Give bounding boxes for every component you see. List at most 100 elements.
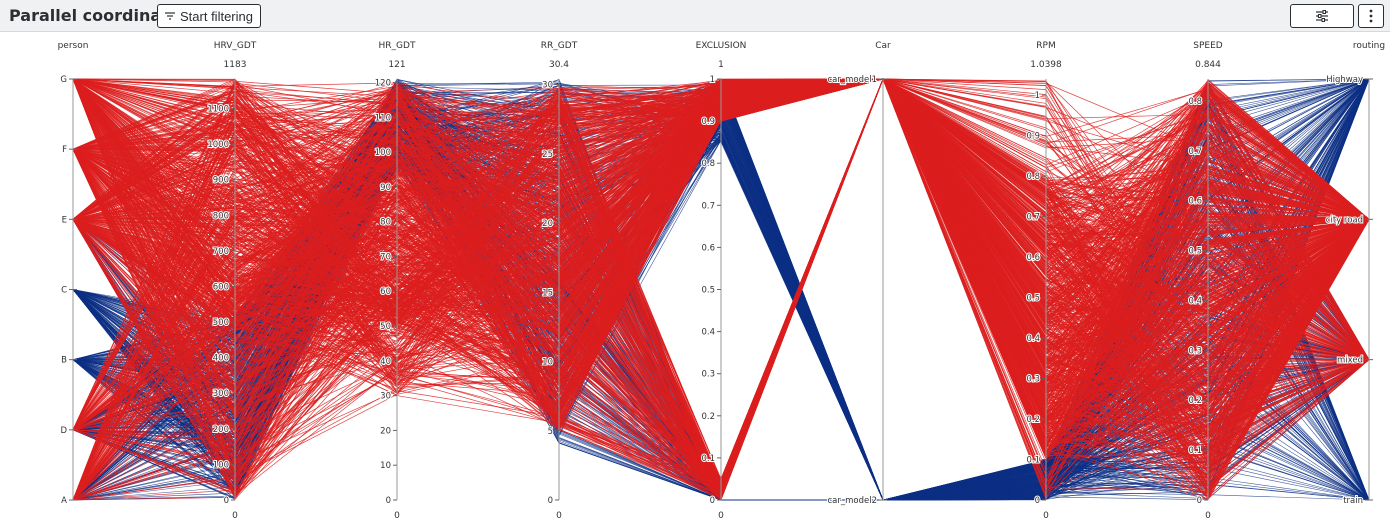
category-label: D [60,426,67,436]
tick-label: 0 [386,496,391,506]
tick-label: 1100 [207,105,229,115]
tick-label: 900 [213,176,229,186]
axis-hr-gdt[interactable]: HR_GDT 121 00 10 20 30 40 50 60 70 80 90 100 110 120 [374,41,416,521]
tick-label: 25 [542,150,553,160]
axis-title: HR_GDT [379,41,416,51]
tick-label: 100 [375,148,391,158]
tick-label: 0.7 [701,201,715,211]
more-options-button[interactable] [1358,4,1384,28]
tick-label: 120 [375,78,391,88]
category-label: car_model1 [827,75,877,85]
chart-settings-button[interactable] [1290,4,1354,28]
tick-label: 1 [1035,91,1040,101]
tick-label: 50 [380,322,391,332]
tick-label: 0.2 [701,412,715,422]
axis-routing[interactable]: routing train mixed city road Highway [1325,41,1385,507]
axis-max-label: 1.0398 [1030,60,1062,70]
tick-label: 0 [224,496,229,506]
axis-title: person [58,41,89,51]
tick-label: 5 [548,427,553,437]
tick-label: 100 [213,460,229,470]
category-label: G [60,75,67,85]
axis-min-label: 0 [718,511,724,521]
axis-title: RR_GDT [541,41,578,51]
axis-title: Car [875,41,891,51]
tick-label: 700 [213,247,229,257]
start-filtering-label: Start filtering [180,8,253,24]
tick-label: 1000 [207,140,229,150]
category-label: Highway [1326,75,1363,85]
axis-rr-gdt[interactable]: RR_GDT 30.4 00 5 10 15 20 25 30 [541,41,578,521]
tick-label: 30 [380,392,391,402]
tick-label: 20 [380,426,391,436]
axis-title: routing [1353,41,1385,51]
vertical-dots-icon [1369,9,1373,23]
tick-label: 0 [548,496,553,506]
axis-max-label: 121 [388,60,405,70]
axis-speed[interactable]: SPEED 0.844 00 0.1 0.2 0.3 0.4 0.5 0.6 0.7 0.8 [1187,41,1223,521]
axis-max-label: 1183 [224,60,247,70]
axis-title: EXCLUSION [696,41,747,51]
category-label: mixed [1337,356,1363,366]
axis-rpm[interactable]: RPM 1.0398 00 0.1 0.2 0.3 0.4 0.5 0.6 0.7 0.8 0.9 1 [1025,41,1062,521]
axis-max-label: 1 [718,60,724,70]
axis-person[interactable]: person A D B C E F G [58,41,89,507]
tick-label: 0.3 [1026,375,1040,385]
tick-label: 0.4 [1188,296,1202,306]
tick-label: 0.4 [701,328,715,338]
tick-label: 0.9 [1026,132,1040,142]
axis-title: HRV_GDT [214,41,257,51]
axis-hrv-gdt[interactable]: HRV_GDT 1183 00 100 200 300 400 500 600 700 800 900… [206,41,257,521]
category-label: F [62,145,67,155]
tick-label: 600 [213,282,229,292]
chart-header: Parallel coordinate Start filtering [0,0,1390,32]
axis-car[interactable]: Car car_model2 car_model1 [826,41,891,507]
tick-label: 60 [380,287,391,297]
category-label: C [61,286,67,296]
tick-label: 0.1 [1188,446,1202,456]
tick-label: 0.8 [701,159,715,169]
category-label: A [61,496,67,506]
tick-label: 0.3 [1188,346,1202,356]
tick-label: 0 [1197,496,1202,506]
tick-label: 400 [213,354,229,364]
tick-label: 0.6 [701,243,715,253]
tick-label: 70 [380,252,391,262]
tick-label: 0.4 [1026,334,1040,344]
category-label: city road [1326,215,1363,225]
tick-label: 0 [710,496,715,506]
tick-label: 0.8 [1188,97,1202,107]
axis-title: SPEED [1193,41,1223,51]
axes-layer: personADBCEFGHRV_GDT11830010020030040050… [58,41,1386,521]
tick-label: 0.2 [1026,415,1040,425]
tick-label: 1 [710,75,715,85]
parallel-coordinates-chart: person A D B C E F G HRV_GDT 1183 0 0 100 200 300 400 50… [0,33,1390,528]
tick-label: 300 [213,389,229,399]
chart-title: Parallel coordinate [9,6,180,25]
tick-label: 0.2 [1188,396,1202,406]
tick-label: 0.1 [701,454,715,464]
axis-min-label: 0 [394,511,400,521]
tick-label: 10 [380,461,391,471]
start-filtering-button[interactable]: Start filtering [157,4,261,28]
tick-label: 30 [542,81,553,91]
axis-max-label: 30.4 [549,60,569,70]
tick-label: 0 [1035,496,1040,506]
tick-label: 40 [380,357,391,367]
axis-exclusion[interactable]: EXCLUSION 1 00 0.1 0.2 0.3 0.4 0.5 0.6 0.7 0.8 0.9 1 [696,41,747,521]
tick-label: 0.7 [1026,213,1040,223]
tick-label: 0.5 [701,286,715,296]
axis-min-label: 0 [232,511,238,521]
axis-max-label: 0.844 [1195,60,1221,70]
category-label: car_model2 [827,496,877,506]
axis-title: RPM [1036,41,1055,51]
category-label: train [1343,496,1363,506]
tick-label: 800 [213,211,229,221]
sliders-icon [1316,10,1328,22]
tick-label: 10 [542,358,553,368]
tick-label: 0.8 [1026,172,1040,182]
tick-label: 0.6 [1026,253,1040,263]
tick-label: 0.5 [1188,247,1202,257]
tick-label: 80 [380,218,391,228]
tick-label: 0.6 [1188,197,1202,207]
